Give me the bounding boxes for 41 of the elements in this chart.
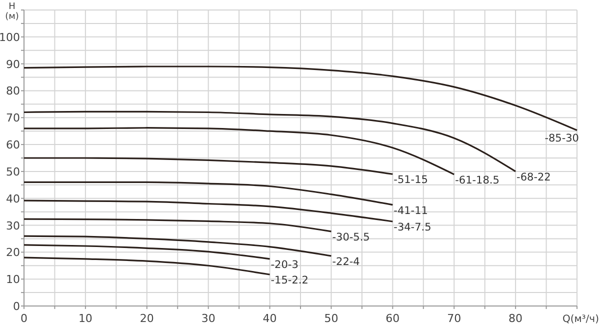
series-label: -61-18.5 <box>455 174 500 186</box>
line-series <box>23 66 578 132</box>
y-tick-label: 100 <box>0 30 20 44</box>
line-series <box>23 181 394 206</box>
y-tick-label: 40 <box>6 192 20 206</box>
y-tick-label: 70 <box>6 112 20 125</box>
series-label: -68-22 <box>516 171 551 184</box>
series-label: -22-4 <box>332 256 360 268</box>
y-tick-label: 90 <box>6 58 20 71</box>
line-series <box>23 200 394 222</box>
series-label: -20-3 <box>270 258 298 271</box>
x-tick-label: 50 <box>324 312 338 325</box>
line-series <box>23 157 394 175</box>
y-tick-label: 10 <box>6 273 20 286</box>
y-tick-label: 0 <box>13 300 20 313</box>
y-tick-label: 80 <box>6 84 20 98</box>
y-tick-label: 50 <box>6 165 20 178</box>
y-axis-title: H (м) <box>5 2 19 22</box>
x-tick-label: 10 <box>78 312 92 325</box>
x-tick-label: 60 <box>386 312 400 325</box>
y-tick-label: 60 <box>6 138 20 152</box>
line-series <box>23 256 271 276</box>
series-label: -51-15 <box>394 174 428 186</box>
line-series <box>23 127 455 176</box>
x-tick-label: 80 <box>508 312 523 325</box>
line-series <box>23 235 332 257</box>
x-tick-label: 30 <box>201 312 216 325</box>
x-tick-label: 40 <box>262 312 277 325</box>
line-series <box>23 244 271 260</box>
series-label: -41-11 <box>394 204 428 217</box>
series-label: -85-30 <box>544 132 579 144</box>
x-tick-label: 20 <box>140 312 154 325</box>
series-label: -34-7.5 <box>394 222 432 234</box>
y-tick-label: 30 <box>6 219 20 232</box>
line-series <box>23 110 516 172</box>
y-tick-label: 20 <box>6 246 20 260</box>
series-label: -30-5.5 <box>332 231 370 244</box>
series-label: -15-2.2 <box>270 274 308 287</box>
x-axis-title: Q(м³/ч) <box>562 314 600 325</box>
line-series <box>23 218 332 232</box>
x-tick-label: 70 <box>447 312 462 325</box>
